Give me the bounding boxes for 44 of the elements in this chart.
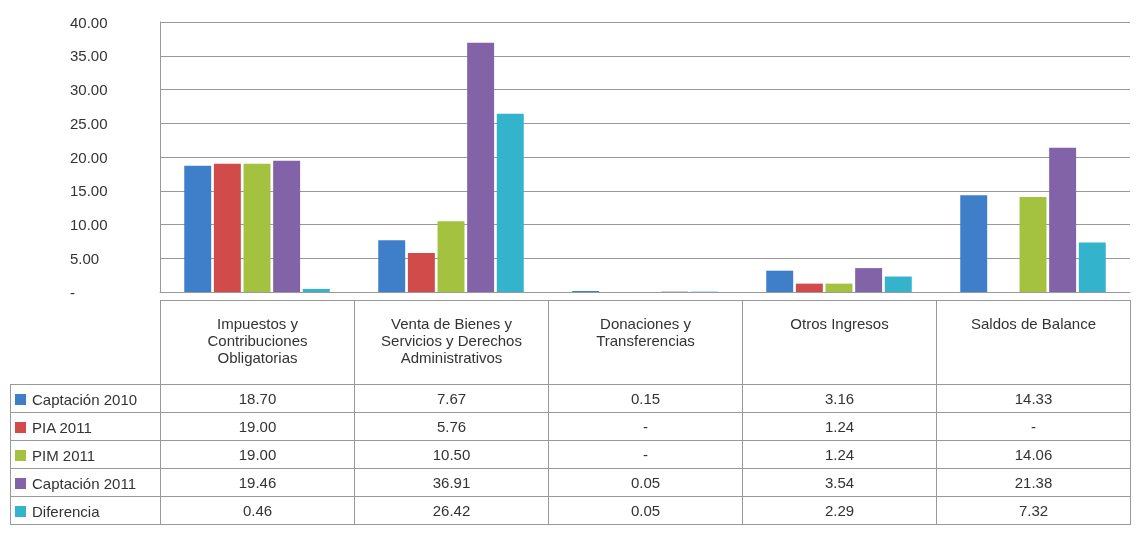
data-label: 2.29 [742,496,937,525]
data-label: 7.32 [936,496,1131,525]
data-label: 36.91 [354,468,549,497]
data-label: 5.76 [354,412,549,441]
x-tick-label: Venta de Bienes y Servicios y Derechos Administrativos [354,300,549,385]
x-tick-label: Impuestos y Contribuciones Obligatorias [160,300,355,385]
legend-label: Diferencia [32,502,100,520]
data-label: 3.16 [742,384,937,413]
data-label: 0.46 [160,496,355,525]
data-label: 7.67 [354,384,549,413]
data-label: - [936,412,1131,441]
y-tick-label: 25.00 [70,114,108,132]
legend-label: Captación 2010 [32,390,138,408]
y-tick-label: - [70,283,75,301]
x-tick-label: Otros Ingresos [742,300,937,385]
data-label: - [548,412,743,441]
y-tick-label: 15.00 [70,182,108,200]
legend-label: PIM 2011 [32,446,96,464]
data-label: 18.70 [160,384,355,413]
data-label: 14.06 [936,440,1131,469]
y-tick-label: 10.00 [70,216,108,233]
data-label: - [548,440,743,469]
legend-label: PIA 2011 [32,418,92,436]
data-label: 19.00 [160,412,355,441]
data-label: 0.15 [548,384,743,413]
data-label: 14.33 [936,384,1131,413]
x-tick-label: Saldos de Balance [936,300,1131,385]
y-tick-label: 20.00 [70,148,108,166]
data-label: 0.05 [548,468,743,497]
data-label: 21.38 [936,468,1131,497]
y-tick-label: 30.00 [70,81,108,98]
data-label: 10.50 [354,440,549,469]
data-label: 0.05 [548,496,743,525]
data-label: 26.42 [354,496,549,525]
legend-label: Captación 2011 [32,474,136,492]
y-tick-label: 35.00 [70,47,108,65]
data-label: 1.24 [742,440,937,469]
data-label: 3.54 [742,468,937,497]
data-label: 19.00 [160,440,355,469]
y-tick-label: 5.00 [70,249,100,267]
data-label: 19.46 [160,468,355,497]
data-label: 1.24 [742,412,937,441]
y-tick-label: 40.00 [70,13,108,31]
x-tick-label: Donaciones y Transferencias [548,300,743,385]
